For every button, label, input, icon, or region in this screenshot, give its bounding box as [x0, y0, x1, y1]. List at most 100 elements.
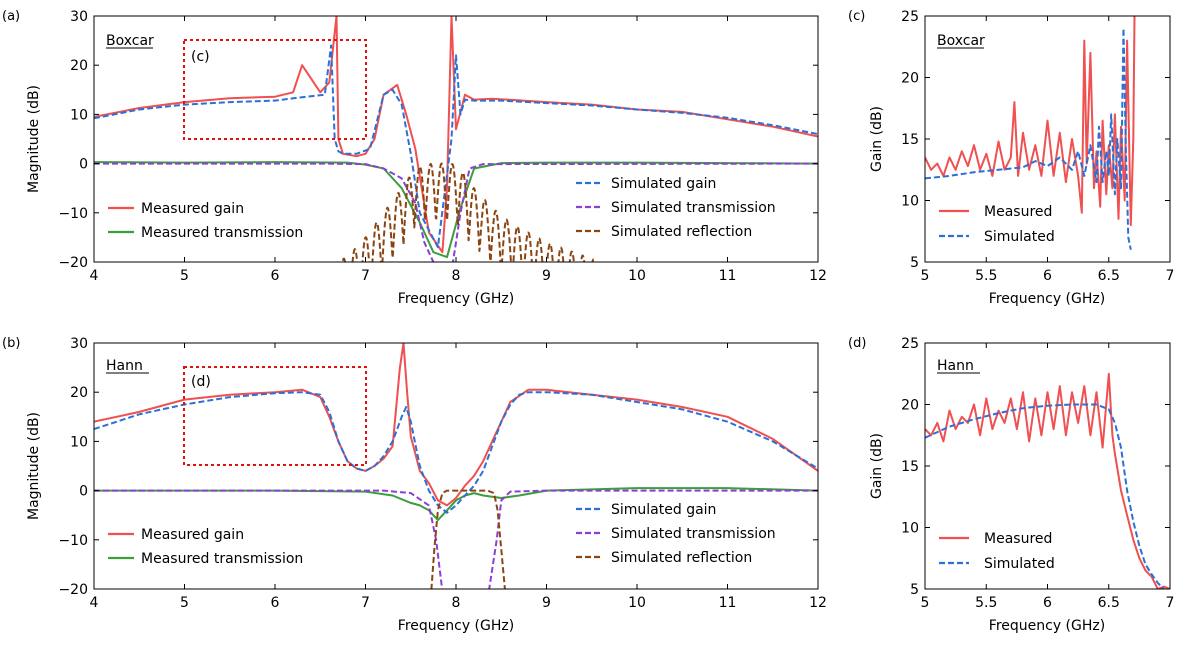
- legend-left: Measured gain Measured transmission: [108, 201, 303, 241]
- legend-simulated-reflection: Simulated reflection: [611, 550, 752, 566]
- x-tick-label: 9: [542, 268, 551, 284]
- legend-measured: Measured: [984, 531, 1052, 547]
- x-axis-label: Frequency (GHz): [989, 618, 1105, 634]
- x-tick-label: 6: [1043, 268, 1052, 284]
- legend-right: Simulated gain Simulated transmission Si…: [576, 502, 776, 566]
- y-tick-label: 20: [901, 71, 919, 87]
- x-tick-label: 5.5: [975, 268, 997, 284]
- y-tick-label: 10: [70, 434, 88, 450]
- series-simulated-transmission: [94, 162, 818, 262]
- legend: Measured Simulated: [939, 204, 1055, 245]
- series-simulated-gain: [94, 44, 818, 249]
- x-tick-label: 9: [542, 595, 551, 611]
- x-axis-ticks: 5 5.5 6 6.5 7: [921, 343, 1175, 611]
- legend-measured-transmission: Measured transmission: [141, 551, 303, 567]
- legend-left: Measured gain Measured transmission: [108, 527, 303, 567]
- x-tick-label: 5: [180, 595, 189, 611]
- x-axis-label: Frequency (GHz): [398, 618, 514, 634]
- x-tick-label: 11: [719, 595, 737, 611]
- panel-label: (d): [848, 336, 866, 351]
- y-tick-label: 10: [901, 194, 919, 210]
- zoom-box: [183, 366, 367, 466]
- plot-area: [925, 372, 1170, 589]
- x-axis-label: Frequency (GHz): [989, 291, 1105, 307]
- series-simulated-reflection: [430, 489, 506, 589]
- zoom-box-label: (c): [191, 49, 210, 65]
- y-axis-label: Magnitude (dB): [26, 85, 42, 193]
- y-tick-label: 15: [901, 459, 919, 475]
- series-simulated: [925, 403, 1165, 589]
- legend-right: Simulated gain Simulated transmission Si…: [576, 176, 776, 240]
- x-tick-label: 5: [921, 268, 930, 284]
- y-axis-ticks: 5 10 15 20 25: [901, 336, 1170, 598]
- y-tick-label: 25: [901, 336, 919, 352]
- x-tick-label: 7: [361, 268, 370, 284]
- zoom-box-label: (d): [191, 374, 211, 390]
- series-measured-gain: [94, 343, 818, 507]
- y-tick-label: 10: [70, 107, 88, 123]
- legend-simulated-transmission: Simulated transmission: [611, 526, 776, 542]
- x-tick-label: 5: [921, 595, 930, 611]
- legend-simulated-gain: Simulated gain: [611, 502, 716, 518]
- x-tick-label: 5.5: [975, 595, 997, 611]
- x-axis-ticks: 5 5.5 6 6.5 7: [921, 16, 1175, 284]
- legend-measured: Measured: [984, 204, 1052, 220]
- panel-a: (a) 4 5 6 7 8 9 10 11 12 −20 −10 0 10 20 30 Frequency…: [2, 9, 827, 307]
- x-tick-label: 6: [1043, 595, 1052, 611]
- x-tick-label: 7: [1166, 595, 1175, 611]
- series-measured-gain: [94, 16, 818, 254]
- y-axis-label: Gain (dB): [869, 106, 885, 172]
- x-tick-label: 7: [1166, 268, 1175, 284]
- y-tick-label: −20: [58, 255, 88, 271]
- legend-measured-transmission: Measured transmission: [141, 225, 303, 241]
- y-tick-label: −10: [58, 533, 88, 549]
- x-tick-label: 12: [809, 268, 827, 284]
- legend: Measured Simulated: [939, 531, 1055, 572]
- y-tick-label: 0: [79, 484, 88, 500]
- y-axis-label: Magnitude (dB): [26, 412, 42, 520]
- plot-area: [94, 343, 818, 589]
- x-tick-label: 4: [90, 595, 99, 611]
- x-tick-label: 6: [271, 268, 280, 284]
- y-tick-label: 20: [901, 398, 919, 414]
- window-label: Hann: [106, 358, 143, 374]
- panel-label: (b): [2, 336, 20, 351]
- axes-frame: [924, 342, 1171, 590]
- y-axis-ticks: 5 10 15 20 25: [901, 9, 1170, 271]
- x-tick-label: 10: [628, 595, 646, 611]
- plot-area: [925, 16, 1136, 250]
- window-label: Boxcar: [106, 33, 154, 49]
- legend-simulated-reflection: Simulated reflection: [611, 224, 752, 240]
- window-label: Hann: [937, 358, 974, 374]
- panel-b: (b) 4 5 6 7 8 9 10 11 12 −20 −10 0 10 20 30 Frequency…: [2, 336, 827, 634]
- x-tick-label: 6.5: [1098, 268, 1120, 284]
- y-axis-label: Gain (dB): [869, 433, 885, 499]
- legend-measured-gain: Measured gain: [141, 527, 244, 543]
- legend-simulated: Simulated: [984, 556, 1055, 572]
- panel-label: (c): [848, 9, 865, 24]
- x-tick-label: 7: [361, 595, 370, 611]
- y-tick-label: 25: [901, 9, 919, 25]
- series-simulated-transmission: [94, 489, 818, 589]
- x-axis-ticks: 4 5 6 7 8 9 10 11 12: [90, 16, 827, 284]
- series-simulated-gain: [94, 391, 818, 514]
- y-axis-ticks: −20 −10 0 10 20 30: [58, 9, 818, 271]
- x-tick-label: 6.5: [1098, 595, 1120, 611]
- zoom-box: [183, 39, 367, 140]
- y-tick-label: 10: [901, 521, 919, 537]
- y-tick-label: 15: [901, 132, 919, 148]
- x-tick-label: 5: [180, 268, 189, 284]
- legend-simulated-gain: Simulated gain: [611, 176, 716, 192]
- y-tick-label: 5: [910, 255, 919, 271]
- y-tick-label: 20: [70, 385, 88, 401]
- panel-label: (a): [2, 9, 20, 24]
- y-tick-label: 30: [70, 9, 88, 25]
- window-label: Boxcar: [937, 33, 985, 49]
- x-tick-label: 8: [452, 268, 461, 284]
- y-tick-label: 5: [910, 582, 919, 598]
- legend-simulated-transmission: Simulated transmission: [611, 200, 776, 216]
- x-tick-label: 4: [90, 268, 99, 284]
